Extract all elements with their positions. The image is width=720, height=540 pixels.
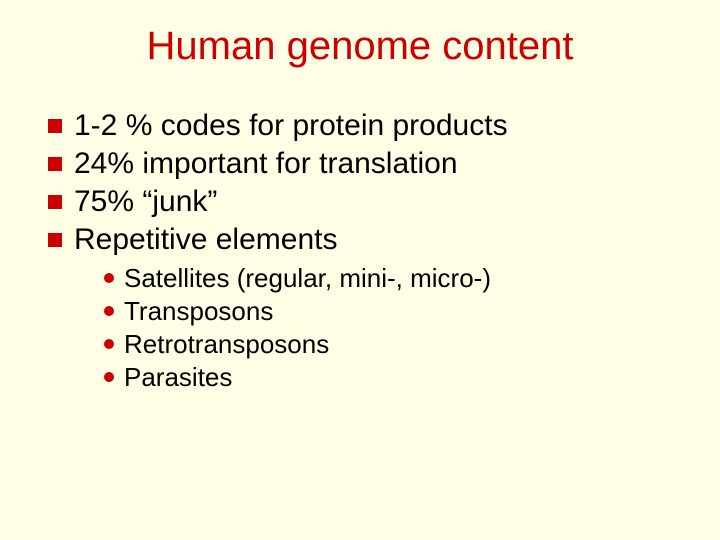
list-item: Retrotransposons xyxy=(104,329,672,360)
bullet-text: 1-2 % codes for protein products xyxy=(74,109,508,143)
sub-bullet-list: Satellites (regular, mini-, micro-) Tran… xyxy=(104,263,672,393)
square-bullet-icon xyxy=(48,119,62,133)
list-item: Transposons xyxy=(104,296,672,327)
bullet-text: 75% “junk” xyxy=(74,185,217,219)
list-item: 24% important for translation xyxy=(48,147,672,181)
square-bullet-icon xyxy=(48,157,62,171)
sub-bullet-text: Transposons xyxy=(124,296,273,327)
sub-bullet-text: Parasites xyxy=(124,362,232,393)
bullet-text: 24% important for translation xyxy=(74,147,458,181)
bullet-text: Repetitive elements xyxy=(74,223,337,257)
list-item: Parasites xyxy=(104,362,672,393)
sub-bullet-text: Retrotransposons xyxy=(124,329,329,360)
slide-title: Human genome content xyxy=(48,24,672,69)
sub-bullet-text: Satellites (regular, mini-, micro-) xyxy=(124,263,491,294)
square-bullet-icon xyxy=(48,233,62,247)
main-bullet-list: 1-2 % codes for protein products 24% imp… xyxy=(48,109,672,257)
list-item: Satellites (regular, mini-, micro-) xyxy=(104,263,672,294)
list-item: 1-2 % codes for protein products xyxy=(48,109,672,143)
list-item: Repetitive elements xyxy=(48,223,672,257)
dot-bullet-icon xyxy=(104,339,114,349)
dot-bullet-icon xyxy=(104,372,114,382)
square-bullet-icon xyxy=(48,195,62,209)
dot-bullet-icon xyxy=(104,306,114,316)
dot-bullet-icon xyxy=(104,273,114,283)
list-item: 75% “junk” xyxy=(48,185,672,219)
